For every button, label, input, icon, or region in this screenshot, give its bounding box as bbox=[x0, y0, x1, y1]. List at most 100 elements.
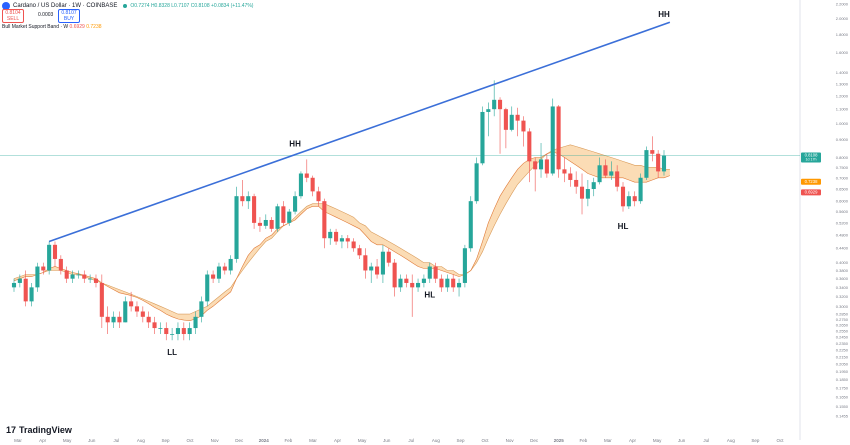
y-tick-label: 0.1750 bbox=[836, 386, 849, 391]
tradingview-logo[interactable]: 17 TradingView bbox=[6, 425, 72, 435]
price-tag bbox=[801, 152, 821, 163]
y-tick-label: 0.2250 bbox=[836, 348, 849, 353]
candle-body bbox=[205, 274, 210, 302]
y-tick-label: 0.6500 bbox=[836, 187, 849, 192]
candle-body bbox=[656, 153, 661, 172]
candle-body bbox=[603, 165, 608, 176]
x-tick-label: Dec bbox=[530, 438, 539, 443]
indicator-name: Bull Market Support Band · W bbox=[2, 24, 69, 30]
candle-body bbox=[386, 251, 391, 263]
candle-body bbox=[211, 274, 216, 279]
candle-body bbox=[64, 270, 69, 279]
candle-body bbox=[146, 316, 151, 323]
candle-body bbox=[158, 328, 163, 329]
y-tick-label: 0.4400 bbox=[836, 246, 849, 251]
ohlc-values: O0.7274 H0.8328 L0.7107 C0.8108 +0.0834 … bbox=[130, 3, 254, 9]
candle-body bbox=[497, 99, 503, 110]
candle-body bbox=[298, 173, 303, 197]
candle-body bbox=[650, 150, 655, 154]
candle-body bbox=[568, 173, 573, 180]
candle-body bbox=[293, 196, 298, 212]
candle-body bbox=[252, 196, 257, 223]
candle-body bbox=[228, 258, 233, 271]
candle-body bbox=[222, 266, 227, 271]
candle-body bbox=[445, 278, 450, 288]
candle-body bbox=[562, 169, 567, 174]
candle-body bbox=[585, 189, 590, 199]
annotation-label: HH bbox=[658, 10, 670, 19]
y-tick-label: 0.2450 bbox=[836, 335, 849, 340]
y-tick-label: 0.3400 bbox=[836, 285, 849, 290]
candle-body bbox=[287, 211, 292, 223]
symbol-title[interactable]: Cardano / US Dollar · 1W · COINBASE bbox=[13, 3, 118, 9]
candle-body bbox=[41, 266, 46, 271]
candle-body bbox=[99, 282, 104, 317]
y-tick-label: 2.2000 bbox=[836, 2, 849, 7]
candle-body bbox=[246, 196, 251, 202]
candle-body bbox=[521, 120, 526, 132]
candle-body bbox=[375, 266, 380, 275]
candle-body bbox=[23, 278, 28, 302]
candle-body bbox=[11, 282, 17, 288]
candle-body bbox=[632, 196, 637, 202]
price-tag-countdown: 1d 17h bbox=[806, 158, 817, 162]
candle-body bbox=[281, 206, 286, 223]
buy-price: 0.8107 bbox=[61, 10, 77, 16]
buy-button[interactable]: 0.8107 BUY bbox=[58, 9, 80, 23]
candle-body bbox=[152, 322, 157, 329]
candle-body bbox=[380, 251, 385, 275]
candle-body bbox=[609, 171, 614, 176]
candle-body bbox=[310, 177, 315, 192]
indicator-legend[interactable]: Bull Market Support Band · W 0.6929 0.72… bbox=[2, 24, 102, 30]
candle-body bbox=[76, 274, 81, 276]
candle-body bbox=[170, 334, 175, 335]
x-tick-label: Feb bbox=[579, 438, 587, 443]
candle-body bbox=[579, 186, 585, 199]
y-tick-label: 1.2000 bbox=[836, 93, 849, 98]
y-tick-label: 0.4800 bbox=[836, 233, 849, 238]
candle-body bbox=[47, 244, 52, 271]
candle-body bbox=[468, 201, 473, 249]
candle-body bbox=[82, 274, 87, 279]
x-tick-label: Apr bbox=[334, 438, 342, 443]
candle-body bbox=[544, 159, 549, 174]
candle-body bbox=[234, 196, 239, 259]
candle-body bbox=[134, 306, 140, 312]
sell-button[interactable]: 0.8104 SELL bbox=[2, 9, 24, 23]
x-tick-label: Nov bbox=[506, 438, 515, 443]
y-tick-label: 0.1550 bbox=[836, 404, 849, 409]
y-tick-label: 0.1650 bbox=[836, 395, 849, 400]
y-tick-label: 0.2850 bbox=[836, 312, 849, 317]
candle-body bbox=[556, 106, 561, 170]
candle-body bbox=[357, 248, 362, 256]
y-tick-label: 0.3200 bbox=[836, 294, 849, 299]
candle-body bbox=[626, 196, 631, 207]
buy-label: BUY bbox=[63, 16, 75, 22]
y-tick-label: 0.2650 bbox=[836, 323, 849, 328]
y-tick-label: 2.0000 bbox=[836, 16, 849, 21]
x-tick-label: Oct bbox=[482, 438, 490, 443]
x-tick-label: Apr bbox=[629, 438, 637, 443]
candle-body bbox=[456, 282, 462, 288]
candle-body bbox=[638, 177, 643, 202]
y-tick-label: 0.4000 bbox=[836, 260, 849, 265]
x-tick-label: Aug bbox=[727, 438, 736, 443]
x-tick-label: May bbox=[358, 438, 367, 443]
price-tag-value: 0.7238 bbox=[805, 179, 818, 184]
y-tick-label: 0.1950 bbox=[836, 369, 849, 374]
candle-body bbox=[620, 186, 626, 207]
x-tick-label: Oct bbox=[776, 438, 784, 443]
candle-body bbox=[240, 196, 245, 202]
candle-body bbox=[269, 219, 274, 229]
indicator-value-1: 0.6929 bbox=[69, 24, 85, 30]
candle-body bbox=[164, 328, 169, 335]
x-tick-label: Sep bbox=[456, 438, 465, 443]
x-tick-label: Oct bbox=[187, 438, 195, 443]
candle-body bbox=[181, 328, 186, 335]
candle-body bbox=[328, 231, 333, 239]
annotation-label: LL bbox=[167, 348, 177, 357]
x-tick-label: Aug bbox=[137, 438, 146, 443]
candle-body bbox=[661, 155, 667, 172]
y-tick-label: 1.0000 bbox=[836, 121, 849, 126]
